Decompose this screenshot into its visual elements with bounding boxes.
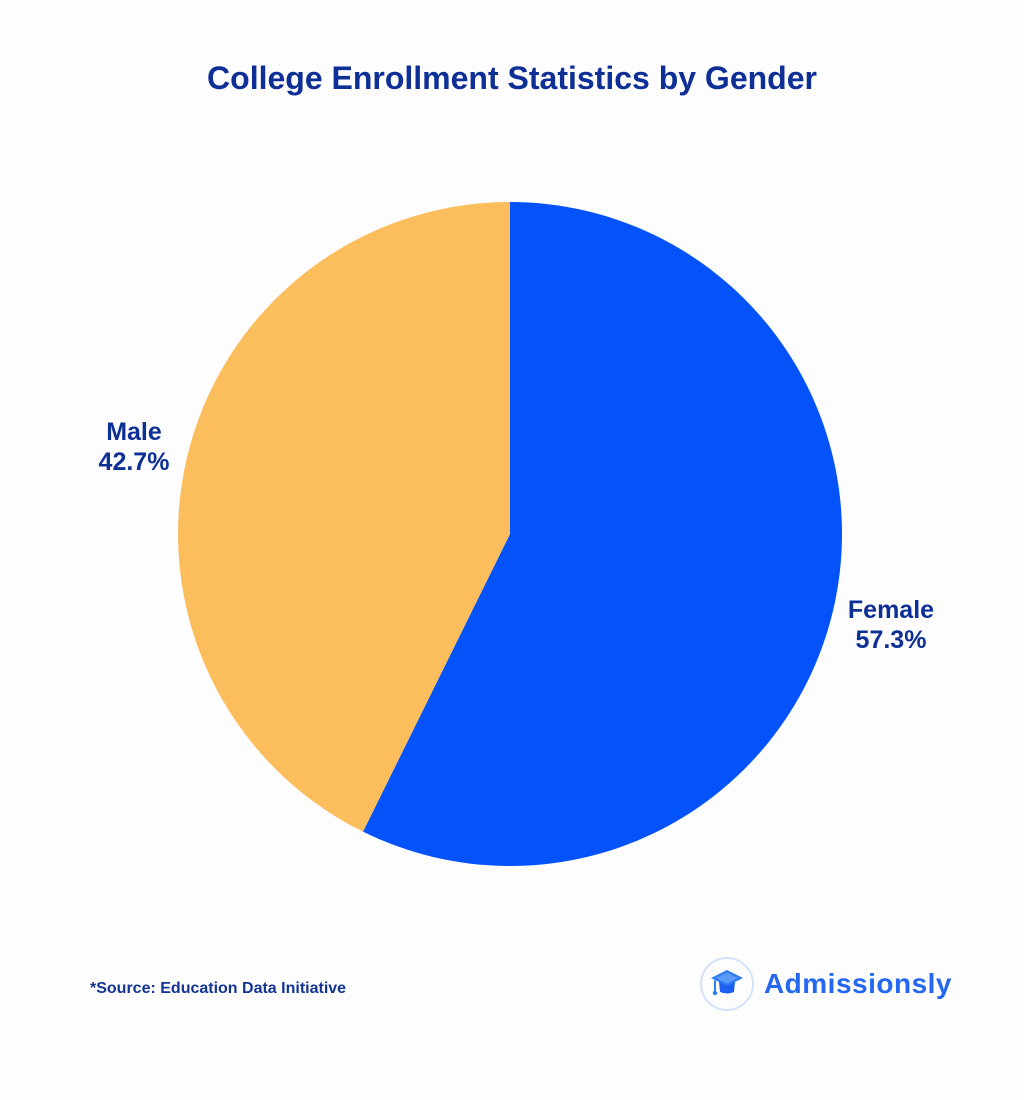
brand-logo: Admissionsly	[699, 955, 952, 1013]
pie-label-female-value: 57.3%	[855, 626, 927, 654]
pie-slice-male	[178, 202, 510, 832]
pie-label-female-name: Female	[847, 596, 935, 624]
logo-badge	[699, 957, 754, 1011]
pie-label-male: Male 42.7%	[54, 417, 214, 477]
chart-title: College Enrollment Statistics by Gender	[207, 60, 817, 96]
pie-label-female: Female 57.3%	[811, 595, 971, 655]
source-note: *Source: Education Data Initiative	[90, 980, 347, 997]
logo-brand-text: Admissionsly	[763, 968, 952, 999]
pie-label-male-value: 42.7%	[98, 448, 170, 476]
graduation-cap-icon	[710, 970, 743, 996]
pie-label-male-name: Male	[106, 418, 162, 446]
pie-slice-female	[363, 202, 843, 866]
pie-chart-area	[170, 194, 850, 874]
pie-chart	[178, 202, 843, 866]
